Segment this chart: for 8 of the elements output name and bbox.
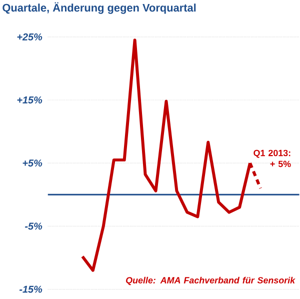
annotation: Q1 2013: + 5% xyxy=(254,150,291,167)
y-tick-label: -5% xyxy=(24,222,42,230)
annotation: Quelle: AMA Fachverband für Sensorik xyxy=(126,276,296,285)
y-tick-label: +25% xyxy=(17,33,42,40)
y-tick-label: -15% xyxy=(19,286,42,293)
chart-title: Quartale, Änderung gegen Vorquartal xyxy=(2,2,196,14)
y-tick-label: +15% xyxy=(17,96,42,104)
y-tick-label: +5% xyxy=(22,159,42,166)
